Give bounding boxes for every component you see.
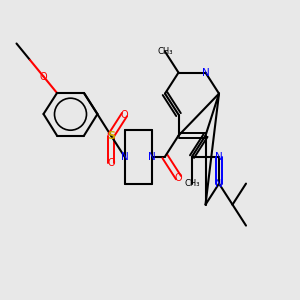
Text: N: N bbox=[215, 178, 223, 189]
Text: N: N bbox=[121, 152, 128, 162]
Text: N: N bbox=[148, 152, 155, 162]
Text: N: N bbox=[202, 68, 209, 78]
Text: N: N bbox=[215, 152, 223, 162]
Text: O: O bbox=[121, 110, 128, 120]
Text: CH₃: CH₃ bbox=[157, 47, 173, 56]
Text: O: O bbox=[107, 158, 115, 168]
Text: S: S bbox=[107, 130, 115, 141]
Text: O: O bbox=[175, 172, 182, 183]
Text: O: O bbox=[40, 71, 47, 82]
Text: CH₃: CH₃ bbox=[184, 179, 200, 188]
